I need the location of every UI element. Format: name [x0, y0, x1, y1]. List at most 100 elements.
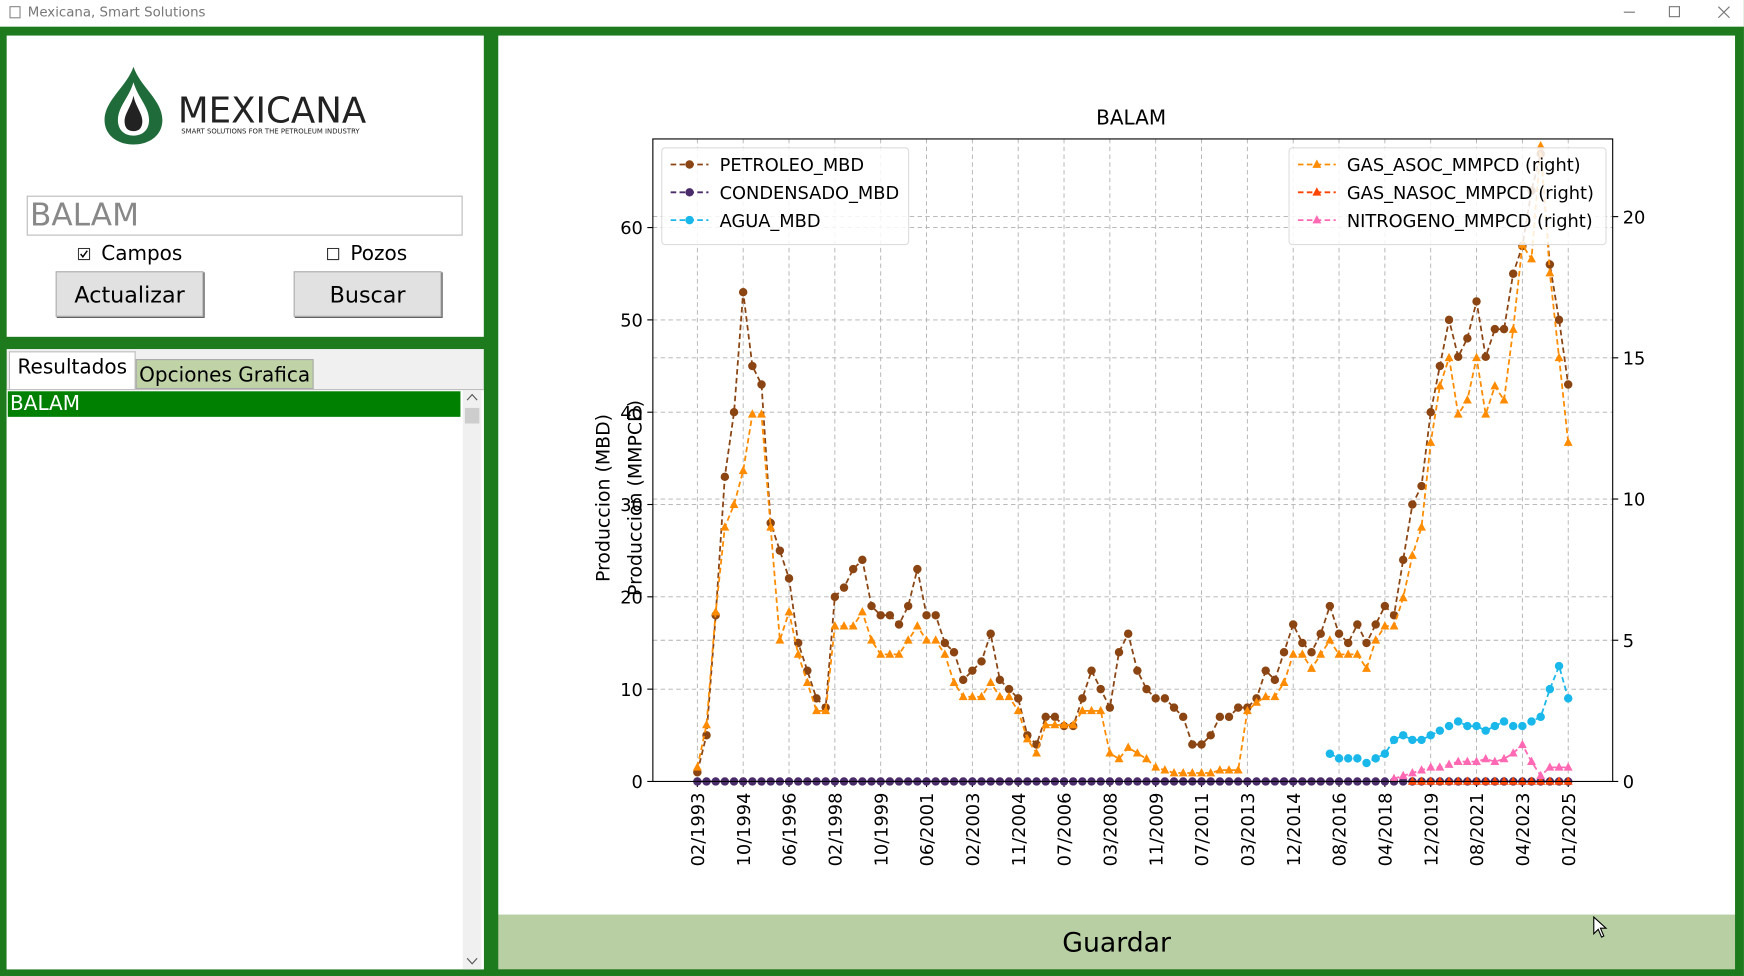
marker — [986, 677, 996, 686]
marker — [1188, 740, 1197, 749]
marker — [1032, 748, 1041, 757]
result-item[interactable]: BALAM — [7, 391, 461, 417]
marker — [1343, 638, 1353, 648]
marker — [894, 649, 904, 658]
marker — [1334, 649, 1344, 658]
marker — [1380, 601, 1390, 611]
marker — [729, 499, 739, 509]
marker — [1453, 776, 1463, 785]
marker — [1123, 742, 1133, 751]
marker — [702, 719, 711, 729]
marker — [1444, 721, 1454, 731]
marker — [1398, 731, 1408, 740]
marker — [876, 611, 885, 620]
marker — [1508, 269, 1518, 278]
y2-tick-label: 5 — [1623, 631, 1634, 652]
marker — [1490, 721, 1500, 731]
title-bar: Mexicana, Smart Solutions — [0, 0, 1744, 27]
marker — [757, 409, 766, 418]
marker — [1554, 352, 1564, 362]
x-tick-label: 08/2016 — [1330, 793, 1351, 867]
marker — [848, 564, 858, 574]
marker — [1426, 407, 1435, 417]
marker — [1398, 592, 1408, 602]
save-button[interactable]: Guardar — [498, 914, 1736, 970]
marker — [1224, 765, 1234, 774]
marker — [738, 465, 748, 475]
marker — [1481, 352, 1490, 362]
marker — [793, 649, 803, 658]
marker — [1362, 663, 1371, 672]
marker — [1435, 381, 1445, 390]
marker — [1334, 754, 1344, 763]
y-axis-label: Produccion (MBD) — [592, 414, 614, 582]
marker — [1527, 776, 1536, 785]
marker — [867, 601, 876, 611]
marker — [1407, 776, 1417, 785]
marker — [1389, 621, 1399, 630]
y-tick-label: 40 — [620, 403, 643, 424]
search-button[interactable]: Buscar — [293, 271, 442, 317]
marker — [1380, 749, 1390, 758]
marker — [995, 691, 1005, 701]
marker — [1288, 620, 1298, 629]
marker — [1105, 748, 1115, 757]
search-panel: MEXICANA SMART SOLUTIONS FOR THE PETROLE… — [6, 35, 484, 337]
marker — [1123, 629, 1133, 638]
marker — [1169, 767, 1179, 777]
marker — [1307, 663, 1316, 672]
marker — [1325, 601, 1335, 611]
marker — [1508, 721, 1518, 731]
legend-box — [1288, 147, 1607, 246]
marker — [1004, 684, 1014, 694]
marker — [1398, 555, 1408, 565]
marker — [1527, 253, 1536, 263]
y-tick-label: 60 — [620, 218, 643, 239]
marker — [1077, 705, 1087, 715]
mouse-cursor — [1593, 915, 1608, 938]
x-tick-label: 02/2003 — [963, 793, 984, 867]
marker — [958, 691, 968, 701]
marker — [1408, 735, 1417, 745]
marker — [1435, 776, 1445, 785]
marker — [747, 409, 757, 418]
tab-results[interactable]: Resultados — [8, 351, 136, 390]
marker — [1022, 734, 1032, 743]
marker — [1334, 629, 1344, 638]
marker — [1178, 712, 1188, 722]
marker — [1298, 638, 1307, 648]
marker — [949, 647, 959, 657]
marker — [1490, 381, 1500, 390]
marker — [1417, 735, 1426, 745]
marker — [931, 635, 941, 644]
marker — [1444, 759, 1454, 768]
marker — [692, 762, 702, 771]
marker — [1096, 705, 1106, 715]
checkbox-campos[interactable]: Campos — [77, 242, 182, 266]
y2-tick-label: 20 — [1623, 207, 1646, 228]
results-list: BALAM — [6, 389, 484, 970]
chart: BALAM Produccion (MBD) Produccion (MMPCD… — [592, 106, 1646, 867]
marker — [922, 611, 931, 620]
marker — [1142, 684, 1151, 694]
marker — [1517, 776, 1527, 785]
marker — [968, 666, 977, 675]
legend-marker — [1312, 215, 1322, 224]
x-tick-label: 11/2009 — [1146, 793, 1167, 867]
x-tick-label: 03/2013 — [1238, 793, 1259, 867]
series-markers — [1325, 661, 1573, 768]
checkbox-pozos[interactable]: Pozos — [326, 242, 407, 266]
update-button[interactable]: Actualizar — [55, 271, 204, 317]
marker — [1435, 726, 1445, 735]
tab-options[interactable]: Opciones Grafica — [135, 359, 314, 390]
marker — [1133, 666, 1142, 675]
marker — [1160, 765, 1170, 774]
marker — [1426, 437, 1436, 446]
window-controls[interactable] — [1602, 0, 1744, 27]
marker — [1389, 735, 1399, 745]
scrollbar[interactable] — [462, 390, 482, 970]
legend-marker — [1312, 187, 1322, 196]
search-input[interactable]: BALAM — [26, 195, 463, 236]
marker — [1169, 703, 1179, 712]
window-title: Mexicana, Smart Solutions — [27, 4, 206, 21]
